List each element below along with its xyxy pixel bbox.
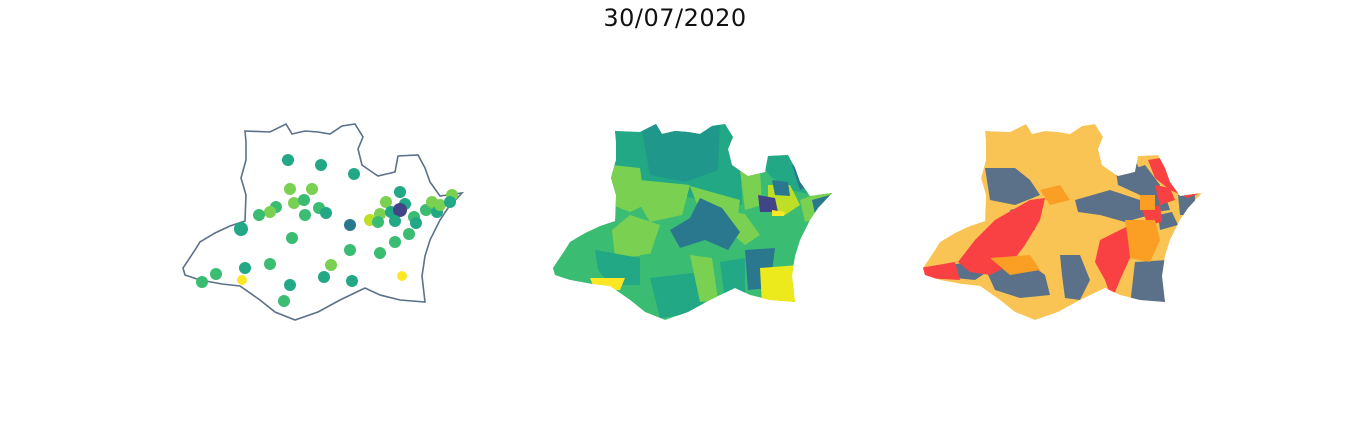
point-marker xyxy=(394,186,406,198)
point-marker xyxy=(286,232,298,244)
point-marker xyxy=(374,247,386,259)
point-marker xyxy=(346,275,358,287)
region xyxy=(690,255,718,302)
point-marker xyxy=(403,228,415,240)
point-marker xyxy=(344,219,356,231)
category-regions xyxy=(923,124,1202,320)
region xyxy=(640,124,720,182)
region xyxy=(640,180,690,222)
region xyxy=(740,170,762,210)
region xyxy=(612,165,645,212)
region xyxy=(772,210,785,216)
region xyxy=(760,265,800,305)
region xyxy=(780,222,810,262)
point-marker xyxy=(325,259,337,271)
viridis-regions xyxy=(553,124,832,320)
point-marker xyxy=(196,276,208,288)
region xyxy=(590,278,625,290)
region xyxy=(1158,212,1178,230)
point-marker xyxy=(239,262,251,274)
point-marker xyxy=(288,197,300,209)
region xyxy=(650,272,705,318)
region xyxy=(985,168,1040,205)
region xyxy=(772,180,790,196)
point-marker xyxy=(410,217,422,229)
region xyxy=(595,250,648,285)
region xyxy=(923,262,960,280)
region xyxy=(1130,260,1170,305)
point-marker xyxy=(282,154,294,166)
point-marker xyxy=(278,295,290,307)
point-marker xyxy=(234,222,248,236)
point-marker xyxy=(299,209,311,221)
figure-title: 30/07/2020 xyxy=(603,4,747,32)
point-marker xyxy=(284,183,296,195)
point-marker xyxy=(298,194,310,206)
points-map xyxy=(182,123,463,321)
region xyxy=(670,198,740,250)
region xyxy=(990,255,1040,275)
point-marker xyxy=(264,206,276,218)
point-marker xyxy=(434,199,446,211)
region xyxy=(758,195,778,212)
point-marker xyxy=(210,268,222,280)
point-marker xyxy=(318,271,330,283)
region xyxy=(1155,185,1175,205)
choropleth-viridis xyxy=(553,124,832,320)
point-marker xyxy=(306,183,318,195)
point-marker xyxy=(389,236,401,248)
region xyxy=(720,258,745,300)
point-marker xyxy=(444,196,456,208)
point-marker xyxy=(393,203,407,217)
region xyxy=(1040,185,1070,205)
point-marker xyxy=(372,216,384,228)
region xyxy=(1060,255,1090,300)
point-marker xyxy=(237,275,247,285)
region xyxy=(1140,195,1155,210)
point-marker xyxy=(315,159,327,171)
point-marker xyxy=(284,279,296,291)
region xyxy=(1075,190,1150,222)
point-marker xyxy=(380,196,392,208)
points-layer xyxy=(196,154,458,307)
point-marker xyxy=(389,215,401,227)
point-marker xyxy=(348,168,360,180)
point-marker xyxy=(264,258,276,270)
point-marker xyxy=(253,209,265,221)
point-marker xyxy=(320,207,332,219)
region xyxy=(1125,220,1160,262)
point-marker xyxy=(397,271,407,281)
point-marker xyxy=(344,244,356,256)
region xyxy=(958,198,1045,275)
choropleth-categories xyxy=(923,124,1202,320)
region xyxy=(1130,165,1160,200)
region xyxy=(612,215,660,258)
